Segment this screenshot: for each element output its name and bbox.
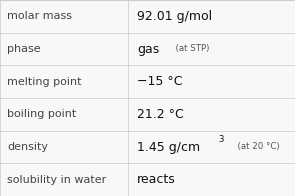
Text: −15 °C: −15 °C	[137, 75, 183, 88]
Text: melting point: melting point	[7, 77, 82, 87]
Text: density: density	[7, 142, 48, 152]
Text: (at STP): (at STP)	[170, 44, 210, 54]
Text: solubility in water: solubility in water	[7, 175, 106, 185]
Text: 92.01 g/mol: 92.01 g/mol	[137, 10, 212, 23]
Text: (at 20 °C): (at 20 °C)	[232, 142, 280, 152]
Text: phase: phase	[7, 44, 41, 54]
Text: 3: 3	[219, 135, 224, 144]
Text: molar mass: molar mass	[7, 11, 72, 21]
Text: boiling point: boiling point	[7, 109, 77, 119]
Text: gas: gas	[137, 43, 159, 55]
Text: 1.45 g/cm: 1.45 g/cm	[137, 141, 200, 153]
Text: reacts: reacts	[137, 173, 176, 186]
Text: 21.2 °C: 21.2 °C	[137, 108, 184, 121]
